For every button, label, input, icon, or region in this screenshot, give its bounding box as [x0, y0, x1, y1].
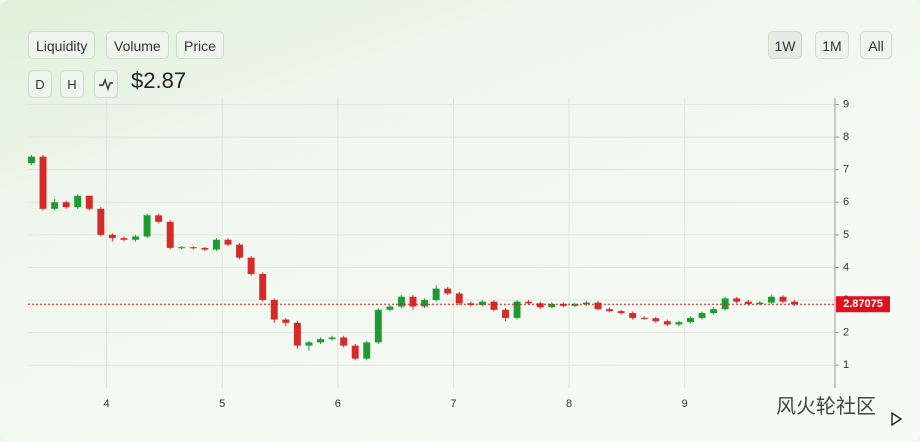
candle-body — [571, 304, 579, 306]
candle-body — [178, 247, 186, 249]
candle-body — [536, 303, 544, 308]
candle-body — [155, 215, 163, 222]
candle-body — [756, 302, 764, 304]
candle-body — [74, 195, 82, 208]
candle-body — [478, 301, 486, 305]
interval-h[interactable]: H — [60, 70, 84, 98]
x-tick-label: 4 — [104, 398, 110, 410]
period-all[interactable]: All — [860, 31, 892, 59]
candle-body — [502, 309, 509, 318]
x-tick-label: 5 — [219, 398, 225, 410]
y-tick-label: 4 — [843, 261, 849, 273]
x-tick-label: 7 — [450, 398, 456, 410]
y-tick-label: 1 — [843, 359, 849, 371]
x-tick-label: 8 — [566, 398, 572, 410]
candle-body — [120, 238, 128, 240]
candle-body — [282, 319, 290, 323]
scroll-icon[interactable] — [891, 411, 903, 427]
candle-body — [640, 317, 648, 319]
candle-body — [328, 337, 336, 340]
y-tick-label: 5 — [843, 229, 849, 241]
interval-d[interactable]: D — [28, 70, 52, 98]
candle-body — [548, 303, 556, 308]
candle-body — [132, 236, 139, 240]
y-tick-label: 8 — [843, 131, 849, 143]
y-tick-label: 9 — [843, 98, 849, 110]
tab-price[interactable]: Price — [176, 31, 224, 59]
candle-body — [559, 303, 567, 306]
candle-body — [629, 313, 637, 318]
y-tick-label: 2 — [843, 327, 849, 339]
candle-body — [733, 298, 741, 302]
candle-body — [582, 302, 590, 305]
candle-body — [340, 337, 348, 346]
candle-body — [513, 301, 521, 318]
candle-body — [363, 342, 371, 359]
y-tick-label: 6 — [843, 196, 849, 208]
pulse-icon — [99, 77, 113, 92]
candle-body — [28, 156, 35, 164]
candle-body — [744, 301, 752, 304]
x-tick-label: 9 — [682, 398, 688, 410]
candle-body — [663, 321, 671, 325]
last-price-label: 2.87075 — [843, 298, 883, 310]
current-price: $2.87 — [131, 68, 187, 93]
period-1m[interactable]: 1M — [815, 31, 849, 59]
candle-body — [51, 202, 59, 209]
candle-body — [594, 302, 602, 310]
candle-body — [166, 221, 174, 248]
y-tick-label: 7 — [843, 164, 849, 176]
candle-body — [397, 296, 405, 307]
candle-body — [525, 301, 533, 304]
candle-body — [351, 345, 359, 359]
candle-body — [791, 301, 799, 305]
tab-liquidity[interactable]: Liquidity — [28, 31, 96, 59]
candle-body — [432, 288, 440, 301]
candle-body — [698, 313, 706, 318]
candle-body — [386, 306, 394, 310]
candle-body — [409, 296, 417, 307]
candle-body — [270, 300, 278, 320]
candle-body — [305, 342, 313, 346]
period-1w[interactable]: 1W — [768, 31, 802, 59]
candle-body — [201, 247, 209, 250]
candle-body — [467, 303, 475, 305]
candle-body — [224, 239, 232, 245]
last-price-box — [836, 296, 890, 313]
candle-body — [189, 247, 197, 249]
candle-body — [687, 317, 694, 323]
watermark: 风火轮社区 — [776, 396, 876, 418]
candle-body — [143, 215, 151, 237]
candle-body — [779, 296, 787, 302]
candle-body — [293, 322, 301, 346]
candle-body — [455, 293, 463, 304]
candle-body — [606, 309, 614, 312]
candle-body — [767, 296, 775, 303]
candle-body — [317, 339, 324, 343]
candle-body — [652, 318, 660, 322]
candle-body — [236, 244, 244, 258]
candle-body — [39, 156, 47, 209]
candle-body — [444, 288, 452, 294]
tab-volume[interactable]: Volume — [106, 31, 169, 59]
candle-body — [247, 257, 255, 274]
line-mode-toggle[interactable] — [94, 70, 118, 98]
x-tick-label: 6 — [335, 398, 341, 410]
candle-body — [108, 234, 116, 239]
candle-body — [374, 309, 382, 343]
candle-body — [62, 202, 70, 208]
candle-body — [212, 239, 220, 250]
candle-body — [85, 195, 93, 209]
candle-body — [490, 301, 498, 310]
candle-body — [675, 322, 683, 325]
candle-body — [710, 309, 718, 314]
candle-body — [259, 273, 267, 301]
candle-body — [617, 311, 625, 314]
candle-body — [421, 300, 429, 307]
candle-body — [97, 208, 105, 235]
